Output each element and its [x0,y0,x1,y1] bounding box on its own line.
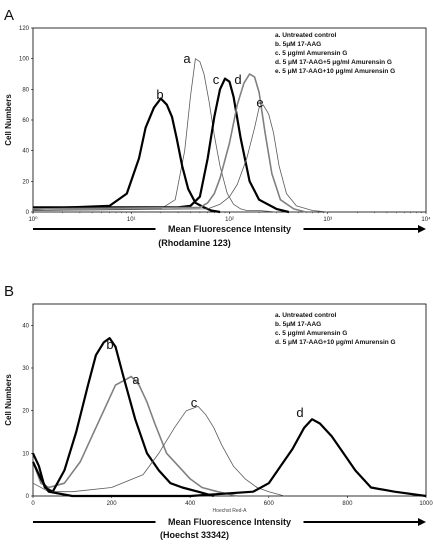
legend-entry: e. 5 μM 17-AAG+10 μg/ml Amurensin G [275,68,395,75]
plot-frame [32,303,427,497]
series-c-line [32,405,285,497]
series-a-line [32,375,269,497]
peak-label-d: d [296,405,303,420]
x-tick-label: 800 [342,501,353,507]
panel-letter: B [4,283,14,300]
x-tick-label: 1000 [419,501,433,507]
x-tick-label: 10⁰ [28,216,38,223]
legend-entry: b. 5μM 17-AAG [275,321,321,328]
legend-entry: a. Untreated control [275,312,337,319]
legend-entry: d. 5 μM 17-AAG+10 μg/ml Amurensin G [275,339,396,346]
legend-entry: c. 5 μg/ml Amurensin G [275,330,347,337]
x-tick-label: 10¹ [127,217,136,223]
y-tick-label: 30 [22,366,29,372]
legend-entry: c. 5 μg/ml Amurensin G [275,50,347,57]
legend-entry: d. 5 μM 17-AAG+5 μg/ml Amurensin G [275,59,392,66]
panel-letter: A [4,7,14,24]
y-tick-label: 60 [22,118,29,124]
legend-entry: b. 5μM 17-AAG [275,41,321,48]
dye-subtitle: (Hoechst 33342) [160,530,229,540]
series-d-line [32,73,307,213]
x-label-backdrop [155,223,304,235]
x-arrow-head [418,225,426,233]
x-arrow-head [418,518,426,526]
peak-label-c: c [191,395,198,410]
y-tick-label: 100 [19,57,30,63]
x-tick-label: 200 [107,501,118,507]
x-tick-label: 0 [31,501,35,507]
series-c-line [33,77,289,214]
peak-label-b: b [156,87,163,102]
x-label-backdrop [155,516,304,528]
y-tick-label: 80 [22,87,29,93]
peak-label-c: c [213,72,220,87]
plot-frame [32,27,427,213]
series-e-line [32,104,328,213]
y-axis-label: Cell Numbers [4,374,13,426]
y-tick-label: 120 [19,26,30,32]
x-tick-label: 600 [264,501,275,507]
peak-label-a: a [183,51,191,66]
x-axis-label: Mean Fluorescence Intensity [168,224,291,234]
panel-a: A02040608010012010⁰10¹10²10³10⁴FL1-HCell… [4,7,431,248]
peak-label-e: e [256,95,263,110]
y-tick-label: 10 [22,451,29,457]
series-b-line [32,337,215,498]
y-tick-label: 20 [22,409,29,415]
x-axis-label: Mean Fluorescence Intensity [168,517,291,527]
series-b-line [32,97,221,214]
y-tick-label: 40 [22,323,29,329]
y-tick-label: 40 [22,149,29,155]
dye-subtitle: (Rhodamine 123) [158,238,231,248]
y-axis-label: Cell Numbers [4,94,13,146]
x-tick-label: 10³ [323,217,332,223]
peak-label-b: b [106,337,113,352]
peak-label-d: d [234,72,241,87]
legend-entry: a. Untreated control [275,32,337,39]
peak-label-a: a [132,372,140,387]
y-tick-label: 0 [26,210,30,216]
y-tick-label: 0 [26,494,30,500]
y-tick-label: 20 [22,179,29,185]
x-tick-label: 10⁴ [421,216,431,223]
x-tick-label: 400 [185,501,196,507]
x-tick-label: 10² [225,217,234,223]
channel-label: Hoechst Red-A [213,508,248,514]
series-d-line [32,418,427,498]
